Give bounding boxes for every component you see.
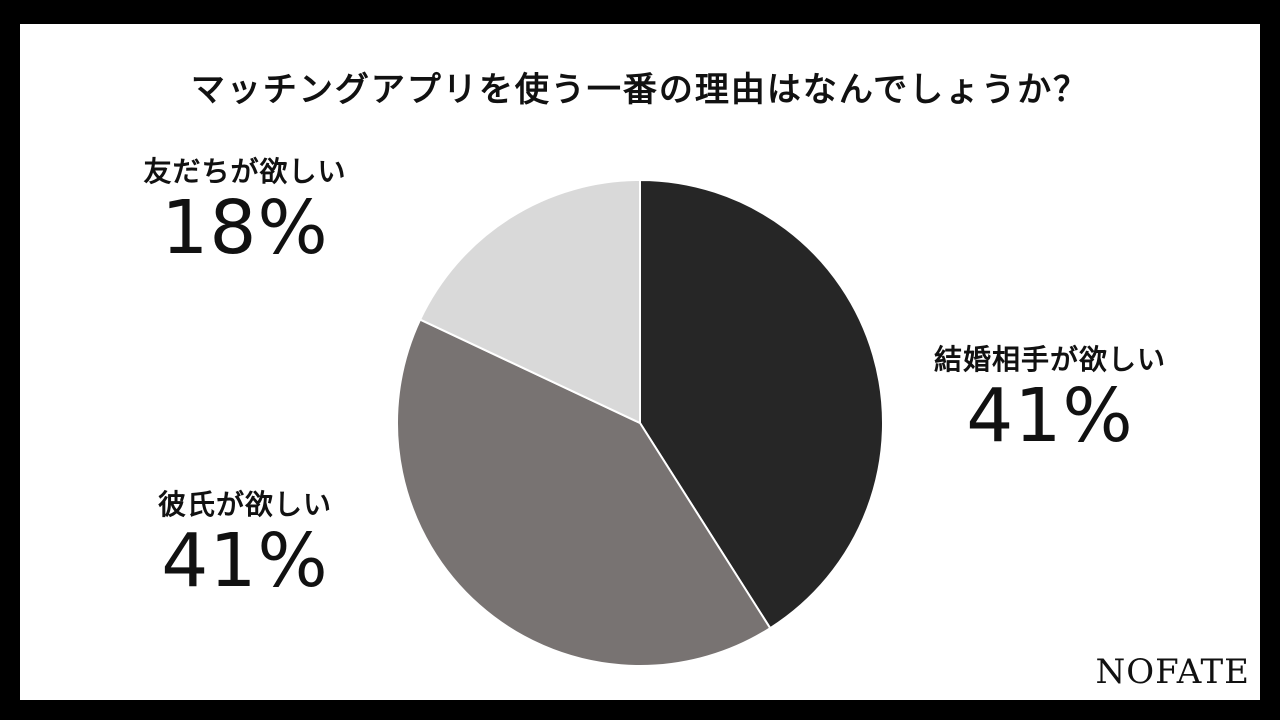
slice-name-boyfriend: 彼氏が欲しい (157, 488, 332, 521)
slice-value-friends: 18% (161, 185, 329, 271)
slice-value-boyfriend: 41% (161, 518, 329, 604)
slice-value-marriage: 41% (966, 373, 1134, 459)
brand-logo: NOFATE (1095, 652, 1250, 692)
slice-name-friends: 友だちが欲しい (143, 155, 347, 188)
pie-slice-1 (396, 318, 772, 667)
slice-label-boyfriend: 彼氏が欲しい 41% (105, 483, 385, 601)
pie-slice-2 (418, 178, 641, 425)
pie-slice-0 (639, 178, 884, 630)
slice-name-marriage: 結婚相手が欲しい (933, 343, 1166, 376)
chart-title: マッチングアプリを使う一番の理由はなんでしょうか？ (190, 70, 1090, 110)
slice-label-friends: 友だちが欲しい 18% (105, 150, 385, 268)
slice-label-marriage: 結婚相手が欲しい 41% (910, 338, 1190, 456)
